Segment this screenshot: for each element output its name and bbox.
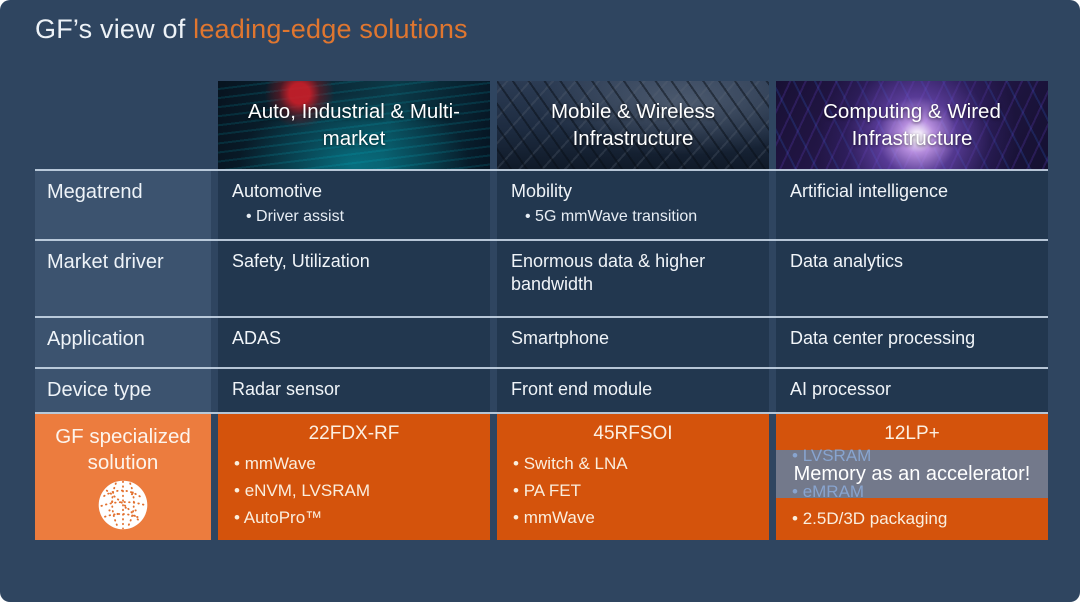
solution-computing-ghost-bullet: eMRAM [792, 482, 864, 502]
megatrend-computing-main: Artificial intelligence [790, 181, 949, 201]
cell-market-driver-computing: Data analytics [776, 240, 1048, 317]
row-divider [35, 367, 1048, 369]
megatrend-mobile-main: Mobility [511, 181, 573, 201]
solution-label-text: GF specialized solution [55, 425, 191, 474]
cell-solution-mobile: 45RFSOI Switch & LNA PA FET mmWave [497, 414, 769, 540]
column-header-computing-label: Computing & Wired Infrastructure [823, 99, 1001, 150]
row-divider [35, 169, 1048, 171]
cell-solution-computing: 12LP+ LVSRAM eMRAM Memory as an accelera… [776, 414, 1048, 540]
row-divider [35, 239, 1048, 241]
cell-application-mobile: Smartphone [497, 317, 769, 368]
cell-market-driver-mobile: Enormous data & higher bandwidth [497, 240, 769, 317]
solution-mobile-title: 45RFSOI [593, 423, 673, 444]
megatrend-mobile-bullet: 5G mmWave transition [511, 207, 757, 228]
cell-solution-auto: 22FDX-RF mmWave eNVM, LVSRAM AutoPro™ [218, 414, 490, 540]
row-label-device-type: Device type [35, 368, 211, 414]
memory-accelerator-note: Memory as an accelerator! [793, 462, 1031, 485]
column-header-mobile-label: Mobile & Wireless Infrastructure [550, 99, 716, 150]
column-header-computing-wired: Computing & Wired Infrastructure [776, 81, 1048, 170]
solution-mobile-bullet: PA FET [497, 477, 769, 504]
megatrend-auto-bullet: Driver assist [232, 207, 478, 228]
column-header-auto-industrial: Auto, Industrial & Multi-market [218, 81, 490, 170]
cell-device-type-mobile: Front end module [497, 368, 769, 414]
cell-megatrend-mobile: Mobility 5G mmWave transition [497, 170, 769, 240]
row-label-market-driver: Market driver [35, 240, 211, 317]
page-title-highlight: leading-edge solutions [193, 14, 468, 44]
column-header-mobile-wireless: Mobile & Wireless Infrastructure [497, 81, 769, 170]
solution-computing-bullet: 2.5D/3D packaging [776, 505, 1048, 532]
solution-auto-title: 22FDX-RF [308, 423, 400, 444]
solution-auto-bullet: AutoPro™ [218, 504, 490, 531]
row-divider [35, 316, 1048, 318]
cell-application-computing: Data center processing [776, 317, 1048, 368]
solution-auto-bullet: mmWave [218, 450, 490, 477]
cell-application-auto: ADAS [218, 317, 490, 368]
solution-computing-title: 12LP+ [884, 423, 940, 444]
row-label-gf-specialized-solution: GF specialized solution [35, 414, 211, 540]
memory-accelerator-callout: LVSRAM eMRAM Memory as an accelerator! [776, 446, 1048, 501]
solution-mobile-bullet: mmWave [497, 504, 769, 531]
solution-computing-ghost-bullet: LVSRAM [792, 446, 872, 466]
column-header-auto-label: Auto, Industrial & Multi-market [248, 99, 460, 150]
row-divider [35, 412, 1048, 414]
page-title: GF’s view of leading-edge solutions [35, 14, 468, 45]
gf-globe-icon [98, 480, 148, 530]
page-title-prefix: GF’s view of [35, 14, 194, 44]
row-label-megatrend: Megatrend [35, 170, 211, 240]
megatrend-auto-main: Automotive [232, 181, 323, 201]
solution-mobile-bullet: Switch & LNA [497, 450, 769, 477]
cell-megatrend-computing: Artificial intelligence [776, 170, 1048, 240]
row-label-application: Application [35, 317, 211, 368]
header-spacer [35, 81, 211, 170]
solution-auto-bullet: eNVM, LVSRAM [218, 477, 490, 504]
cell-device-type-computing: AI processor [776, 368, 1048, 414]
cell-megatrend-auto: Automotive Driver assist [218, 170, 490, 240]
cell-market-driver-auto: Safety, Utilization [218, 240, 490, 317]
cell-device-type-auto: Radar sensor [218, 368, 490, 414]
solutions-table: Auto, Industrial & Multi-market Mobile &… [35, 81, 1048, 540]
